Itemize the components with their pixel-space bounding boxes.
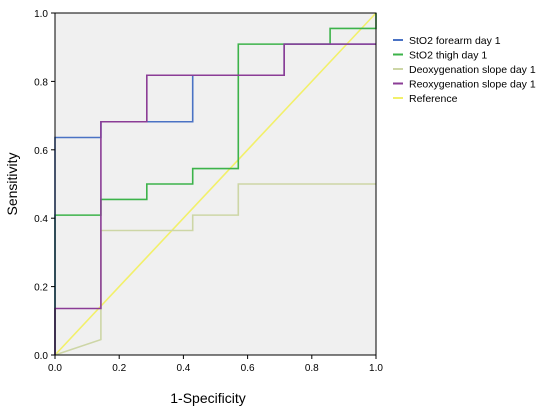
series-layer bbox=[54, 12, 377, 356]
x-tick-label: 0.8 bbox=[305, 363, 319, 374]
y-tick-label: 0.4 bbox=[34, 214, 48, 225]
legend-label: Reference bbox=[409, 93, 458, 105]
y-tick-label: 0.6 bbox=[34, 146, 48, 157]
y-axis: 0.0 0.2 0.4 0.6 0.8 1.0 bbox=[34, 9, 55, 362]
y-tick-label: 0.8 bbox=[34, 77, 48, 88]
series-line-reoxygenation-slope-day-1 bbox=[54, 43, 376, 355]
x-tick-label: 0.2 bbox=[112, 363, 126, 374]
series-line-reference bbox=[54, 12, 377, 356]
legend-label: Deoxygenation slope day 1 bbox=[409, 64, 536, 76]
y-tick-label: 0.2 bbox=[34, 283, 48, 294]
x-tick-label: 0.4 bbox=[176, 363, 190, 374]
legend-label: StO2 forearm day 1 bbox=[409, 35, 501, 47]
y-axis-label: Sensitivity bbox=[4, 152, 20, 215]
x-tick-label: 0.0 bbox=[48, 363, 62, 374]
plot-frame bbox=[54, 12, 377, 356]
x-tick-label: 0.6 bbox=[241, 363, 255, 374]
y-tick-label: 0.0 bbox=[34, 351, 48, 362]
legend-label: StO2 thigh day 1 bbox=[409, 50, 487, 62]
series-line-deoxygenation-slope-day-1 bbox=[54, 183, 376, 356]
x-tick-label: 1.0 bbox=[369, 363, 383, 374]
x-axis-label: 1-Specificity bbox=[170, 390, 245, 406]
y-tick-label: 1.0 bbox=[34, 9, 48, 20]
legend-label: Reoxygenation slope day 1 bbox=[409, 79, 536, 91]
legend: StO2 forearm day 1 StO2 thigh day 1 Deoxyg… bbox=[393, 35, 536, 105]
x-axis: 0.0 0.2 0.4 0.6 0.8 1.0 bbox=[48, 355, 383, 374]
